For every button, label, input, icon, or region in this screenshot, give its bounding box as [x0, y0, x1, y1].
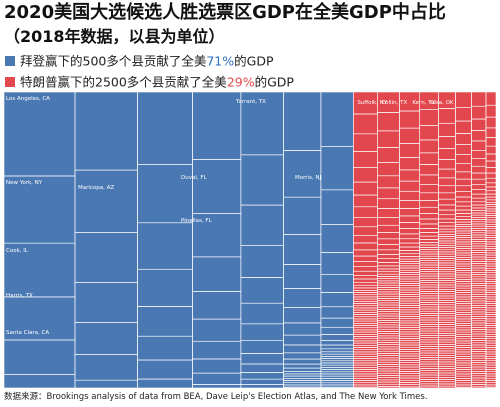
county-label: Harris, TX: [6, 293, 33, 299]
treemap-block: [4, 92, 354, 388]
legend-text: 特朗普赢下的2500多个县贡献了全美: [20, 75, 227, 90]
legend-text: 拜登赢下的500多个县贡献了全美: [20, 54, 206, 69]
county-label: Duval, FL: [181, 175, 208, 181]
legend-entry: 特朗普赢下的2500多个县贡献了全美29%的GDP: [20, 75, 294, 90]
legend-value: 71%: [206, 54, 234, 69]
county-label: Pinellas, FL: [181, 218, 213, 224]
treemap-block: [353, 92, 496, 388]
legend-text: 的GDP: [234, 54, 274, 69]
county-label: Santa Clara, CA: [6, 330, 49, 336]
county-label: Tarrant, TX: [235, 99, 266, 105]
source-note: 数据来源：Brookings analysis of data from BEA…: [4, 391, 428, 402]
legend-value: 29%: [227, 75, 255, 90]
county-label: Tulsa, OK: [427, 100, 454, 106]
county-label: Los Angeles, CA: [6, 96, 50, 102]
chart-subtitle: （2018年数据，以县为单位）: [4, 27, 225, 46]
county-label: Morris, NJ: [295, 175, 322, 181]
county-label: Collin, TX: [381, 100, 407, 106]
county-cell: [485, 386, 497, 389]
county-label: Cook, IL: [6, 248, 29, 254]
legend-entry: 拜登赢下的500多个县贡献了全美71%的GDP: [20, 54, 274, 69]
county-label: Kern, TX: [412, 100, 435, 106]
legend-text: 的GDP: [255, 75, 295, 90]
chart-title: 2020美国大选候选人胜选票区GDP在全美GDP中占比: [4, 1, 446, 23]
county-label: New York, NY: [6, 180, 43, 186]
county-label: Suffolk, NY: [357, 100, 387, 106]
legend-swatch: [5, 77, 15, 87]
county-label: Maricopa, AZ: [78, 185, 114, 191]
legend-swatch: [5, 56, 15, 66]
